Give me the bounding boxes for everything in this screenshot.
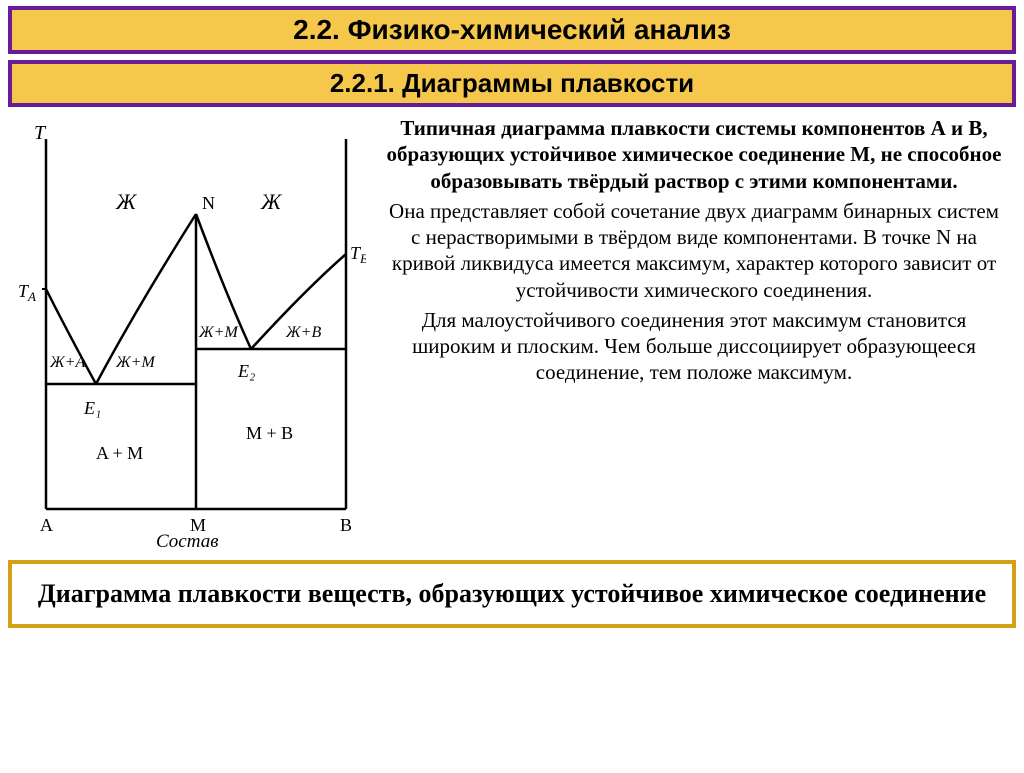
svg-text:M + B: M + B	[246, 423, 293, 443]
svg-text:N: N	[202, 193, 215, 213]
svg-text:TA: TA	[18, 281, 36, 304]
svg-text:Ж+A: Ж+A	[49, 354, 85, 371]
figure-caption: Диаграмма плавкости веществ, образующих …	[8, 560, 1016, 628]
svg-text:Ж: Ж	[115, 189, 137, 214]
svg-text:A: A	[40, 515, 53, 535]
svg-text:E₂: E₂	[237, 361, 255, 381]
para-2: Она представляет собой сочетание двух ди…	[382, 198, 1006, 303]
svg-text:Состав: Состав	[156, 531, 218, 549]
para-3: Для малоустойчивого соединения этот макс…	[382, 307, 1006, 386]
svg-text:Ж+В: Ж+В	[285, 324, 321, 341]
svg-text:TB: TB	[350, 243, 366, 266]
phase-diagram: T TA TB N Ж Ж Ж+A Ж+М Ж+М Ж+В E₁ E₂ A + …	[6, 119, 366, 549]
svg-text:A + M: A + M	[96, 443, 143, 463]
section-header-2: 2.2.1. Диаграммы плавкости	[8, 60, 1016, 107]
svg-text:Ж+М: Ж+М	[198, 324, 239, 341]
svg-text:E₁: E₁	[83, 398, 101, 418]
y-axis-label: T	[34, 122, 47, 144]
svg-text:Ж: Ж	[260, 189, 282, 214]
svg-text:B: B	[340, 515, 352, 535]
description-text: Типичная диаграмма плавкости системы ком…	[368, 111, 1016, 554]
content-row: T TA TB N Ж Ж Ж+A Ж+М Ж+М Ж+В E₁ E₂ A + …	[4, 111, 1016, 554]
section-header-1: 2.2. Физико-химический анализ	[8, 6, 1016, 54]
phase-diagram-panel: T TA TB N Ж Ж Ж+A Ж+М Ж+М Ж+В E₁ E₂ A + …	[4, 111, 368, 554]
svg-text:Ж+М: Ж+М	[115, 354, 156, 371]
para-1: Типичная диаграмма плавкости системы ком…	[382, 115, 1006, 194]
